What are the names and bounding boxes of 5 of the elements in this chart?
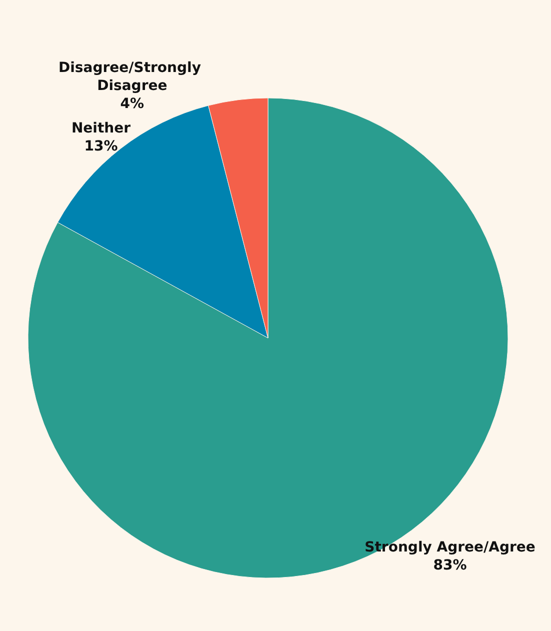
data-label: 4% (120, 96, 144, 112)
slice-label: Disagree/Strongly Disagree (58, 60, 206, 94)
data-label: 83% (433, 558, 467, 574)
data-label: 13% (84, 138, 118, 154)
slice-label: Neither (71, 120, 131, 136)
